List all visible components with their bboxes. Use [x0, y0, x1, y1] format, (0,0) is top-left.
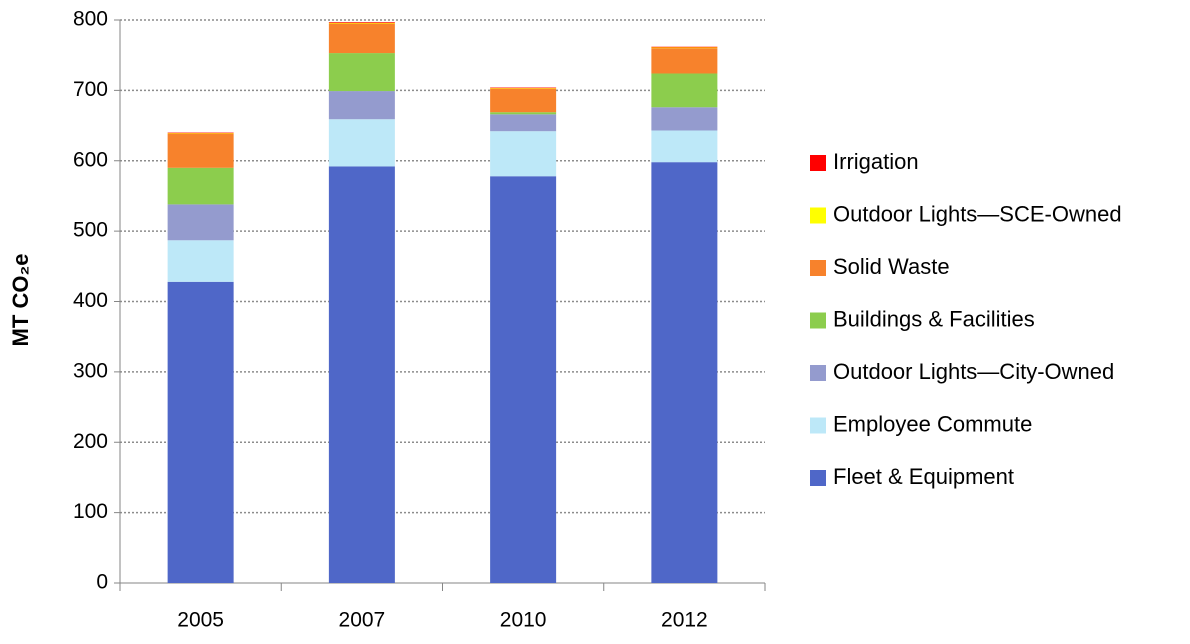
- bar-segment: [167, 132, 234, 134]
- bar-segment: [490, 131, 557, 177]
- bar-segment: [167, 240, 234, 282]
- y-tick-label: 400: [73, 289, 108, 312]
- legend-swatch: [810, 260, 826, 276]
- bar-segment: [328, 53, 395, 92]
- legend-swatch: [810, 365, 826, 381]
- legend-label: Outdoor Lights—City-Owned: [833, 359, 1114, 384]
- x-tick-label: 2005: [177, 609, 224, 632]
- bar-segment: [651, 46, 718, 48]
- bar-segment: [490, 88, 557, 89]
- legend-label: Irrigation: [833, 149, 919, 174]
- x-tick-label: 2010: [500, 609, 547, 632]
- y-tick-label: 100: [73, 500, 108, 523]
- legend-label: Fleet & Equipment: [833, 464, 1014, 489]
- bar-segment: [167, 204, 234, 241]
- legend-swatch: [810, 312, 826, 329]
- y-tick-label: 0: [96, 571, 108, 594]
- y-axis-label: MT CO₂e: [8, 254, 33, 347]
- bar-segment: [651, 47, 718, 49]
- legend-label: Employee Commute: [833, 411, 1032, 436]
- bar-segment: [328, 23, 395, 54]
- bar-segment: [651, 162, 718, 583]
- bar-segment: [490, 88, 557, 113]
- bar-segment: [651, 107, 718, 131]
- bar-segment: [167, 134, 234, 168]
- bar-segment: [328, 166, 395, 583]
- bar-segment: [328, 22, 395, 23]
- legend-swatch: [810, 470, 826, 486]
- bar-segment: [490, 87, 557, 89]
- bar-segment: [167, 281, 234, 583]
- y-tick-label: 700: [73, 78, 108, 101]
- legend-label: Outdoor Lights—SCE-Owned: [833, 201, 1122, 226]
- bar-segment: [328, 91, 395, 120]
- bar-segment: [328, 22, 395, 24]
- bar-segment: [651, 48, 718, 74]
- bar-segment: [490, 114, 557, 132]
- y-tick-label: 200: [73, 430, 108, 453]
- legend-swatch: [810, 207, 826, 224]
- bar-segment: [167, 167, 234, 205]
- y-tick-label: 300: [73, 359, 108, 382]
- bar-segment: [651, 130, 718, 163]
- legend-swatch: [810, 155, 826, 171]
- bar-segment: [490, 112, 557, 115]
- bar-segment: [328, 119, 395, 167]
- y-tick-label: 600: [73, 148, 108, 171]
- y-tick-label: 800: [73, 8, 108, 31]
- y-tick-label: 500: [73, 219, 108, 242]
- legend-label: Solid Waste: [833, 254, 950, 279]
- bar-segment: [490, 176, 557, 584]
- legend-label: Buildings & Facilities: [833, 306, 1035, 331]
- x-tick-label: 2007: [339, 609, 386, 632]
- x-tick-label: 2012: [661, 609, 708, 632]
- bar-segment: [167, 133, 234, 135]
- legend-swatch: [810, 417, 826, 434]
- bar-segment: [651, 73, 718, 108]
